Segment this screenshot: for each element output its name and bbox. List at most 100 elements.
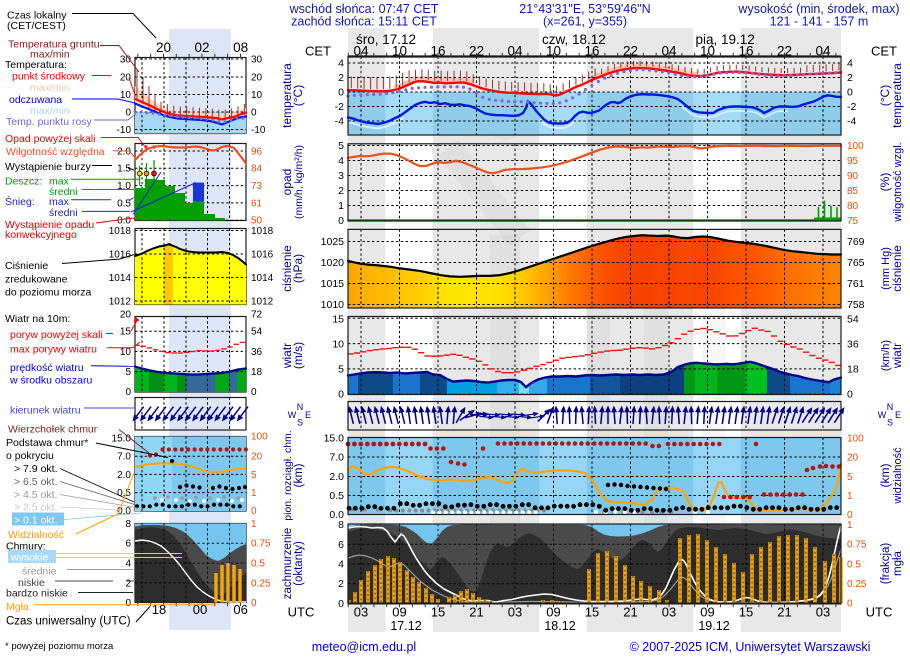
svg-text:(m/s): (m/s) xyxy=(291,342,305,369)
svg-text:E: E xyxy=(895,410,901,420)
svg-text:15: 15 xyxy=(120,327,132,338)
svg-text:(km/h): (km/h) xyxy=(880,340,892,371)
svg-text:S: S xyxy=(297,418,303,428)
svg-text:02: 02 xyxy=(194,40,209,55)
svg-text:ciśnienie: ciśnienie xyxy=(280,245,294,292)
svg-text:Temperatura gruntu: Temperatura gruntu xyxy=(8,39,100,51)
svg-text:1016: 1016 xyxy=(251,249,274,260)
svg-text:Wiatr na 10m:: Wiatr na 10m: xyxy=(5,313,70,325)
svg-text:do poziomu morza: do poziomu morza xyxy=(5,287,92,299)
svg-text:16: 16 xyxy=(430,44,445,59)
svg-text:Mgła: Mgła xyxy=(6,601,29,613)
svg-text:0: 0 xyxy=(338,598,344,610)
svg-text:6: 6 xyxy=(125,539,131,550)
svg-text:10: 10 xyxy=(546,44,561,59)
svg-text:15.0: 15.0 xyxy=(324,433,345,445)
svg-text:1.0: 1.0 xyxy=(117,181,131,192)
svg-text:0.5: 0.5 xyxy=(251,559,265,570)
svg-text:10: 10 xyxy=(332,339,344,351)
svg-text:8: 8 xyxy=(338,519,344,531)
svg-text:21: 21 xyxy=(777,605,791,620)
svg-text:wilgotność wzgl.: wilgotność wzgl. xyxy=(892,142,904,222)
svg-text:0.75: 0.75 xyxy=(847,540,867,551)
svg-text:4: 4 xyxy=(338,559,344,571)
svg-text:1: 1 xyxy=(847,491,853,502)
svg-text:prędkość wiatru: prędkość wiatru xyxy=(10,362,84,374)
svg-text:4: 4 xyxy=(125,559,131,570)
svg-text:0: 0 xyxy=(847,87,853,99)
svg-text:09: 09 xyxy=(700,605,714,620)
svg-text:100: 100 xyxy=(847,141,864,152)
svg-text:max: max xyxy=(49,176,70,188)
svg-text:1015: 1015 xyxy=(321,278,345,290)
svg-text:© 2007-2025 ICM, Uniwersytet W: © 2007-2025 ICM, Uniwersytet Warszawski xyxy=(630,640,871,654)
svg-text:00: 00 xyxy=(193,602,207,617)
svg-text:6: 6 xyxy=(338,539,344,551)
svg-text:1: 1 xyxy=(251,519,257,530)
svg-text:04: 04 xyxy=(507,44,523,59)
svg-text:08: 08 xyxy=(233,40,248,55)
svg-text:-10: -10 xyxy=(251,125,266,136)
svg-text:0: 0 xyxy=(251,107,257,118)
svg-text:(oktanty): (oktanty) xyxy=(293,541,305,586)
svg-text:(°C): (°C) xyxy=(291,85,305,106)
svg-text:8: 8 xyxy=(125,519,131,530)
svg-text:0: 0 xyxy=(847,389,853,401)
svg-text:04: 04 xyxy=(353,44,369,59)
svg-text:765: 765 xyxy=(847,257,865,269)
svg-text:średni: średni xyxy=(49,207,78,219)
svg-text:temperatura: temperatura xyxy=(280,63,294,128)
svg-text:0.25: 0.25 xyxy=(251,578,271,589)
svg-text:Widzialność: Widzialność xyxy=(8,529,64,541)
svg-text:10: 10 xyxy=(392,44,407,59)
svg-text:09: 09 xyxy=(392,605,406,620)
svg-text:Podstawa chmur*: Podstawa chmur* xyxy=(6,437,88,449)
svg-text:0: 0 xyxy=(125,107,131,118)
svg-text:(hPa): (hPa) xyxy=(291,254,305,283)
svg-text:30: 30 xyxy=(120,54,132,65)
svg-text:(x=261, y=355): (x=261, y=355) xyxy=(543,15,627,29)
svg-text:Czas lokalny: Czas lokalny xyxy=(7,10,67,22)
svg-text:max/min: max/min xyxy=(30,48,70,60)
svg-text:1012: 1012 xyxy=(109,296,132,307)
svg-text:0.0: 0.0 xyxy=(117,506,131,517)
svg-text:Wystąpienie opadu: Wystąpienie opadu xyxy=(5,219,94,231)
svg-text:pion. rozciągł. chm.: pion. rozciągł. chm. xyxy=(282,430,294,520)
svg-text:2: 2 xyxy=(338,185,344,197)
svg-text:1012: 1012 xyxy=(251,296,274,307)
svg-text:* powyżej poziomu morza: * powyżej poziomu morza xyxy=(5,641,114,652)
svg-text:(%): (%) xyxy=(878,173,892,192)
svg-text:Ciśnienie: Ciśnienie xyxy=(5,260,48,272)
svg-text:758: 758 xyxy=(847,299,865,311)
svg-text:54: 54 xyxy=(847,314,859,326)
svg-text:15.0: 15.0 xyxy=(112,433,132,444)
svg-text:0.5: 0.5 xyxy=(117,198,131,209)
svg-text:0.0: 0.0 xyxy=(117,216,131,227)
svg-text:0: 0 xyxy=(251,598,257,609)
svg-text:0.75: 0.75 xyxy=(251,539,271,550)
svg-text:2.0: 2.0 xyxy=(117,470,131,481)
svg-text:18: 18 xyxy=(847,364,859,376)
svg-text:śro, 17.12: śro, 17.12 xyxy=(356,32,416,47)
svg-text:5: 5 xyxy=(338,140,344,152)
svg-text:75: 75 xyxy=(847,216,859,227)
svg-text:121 - 141 - 157 m: 121 - 141 - 157 m xyxy=(770,15,869,29)
svg-text:UTC: UTC xyxy=(288,605,315,620)
svg-text:Wierzchołek chmur: Wierzchołek chmur xyxy=(8,424,98,436)
svg-text:> 7.9 okt.: > 7.9 okt. xyxy=(14,463,58,475)
svg-text:100: 100 xyxy=(847,433,864,444)
svg-text:761: 761 xyxy=(847,278,865,290)
svg-text:96: 96 xyxy=(251,146,263,157)
svg-text:Czas uniwersalny (UTC): Czas uniwersalny (UTC) xyxy=(6,615,131,627)
svg-text:Wystąpienie burzy: Wystąpienie burzy xyxy=(5,161,91,173)
svg-text:punkt środkowy: punkt środkowy xyxy=(12,71,86,83)
svg-text:18.12: 18.12 xyxy=(544,619,575,633)
svg-text:15: 15 xyxy=(431,605,445,620)
svg-text:max porywy wiatru: max porywy wiatru xyxy=(10,344,97,356)
svg-text:0.0: 0.0 xyxy=(329,509,344,521)
svg-text:0: 0 xyxy=(125,598,131,609)
svg-text:0.5: 0.5 xyxy=(329,490,344,502)
svg-text:03: 03 xyxy=(508,605,522,620)
svg-text:100: 100 xyxy=(251,431,268,442)
svg-text:80: 80 xyxy=(847,201,859,212)
